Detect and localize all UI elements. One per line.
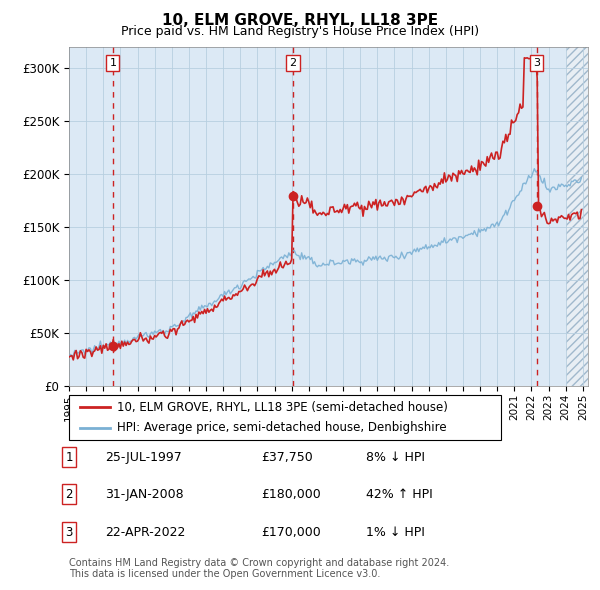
Text: 25-JUL-1997: 25-JUL-1997 [105, 451, 182, 464]
Text: 2: 2 [289, 58, 296, 68]
Text: 10, ELM GROVE, RHYL, LL18 3PE: 10, ELM GROVE, RHYL, LL18 3PE [162, 13, 438, 28]
Text: 31-JAN-2008: 31-JAN-2008 [105, 488, 184, 501]
Text: 22-APR-2022: 22-APR-2022 [105, 526, 185, 539]
Text: HPI: Average price, semi-detached house, Denbighshire: HPI: Average price, semi-detached house,… [116, 421, 446, 434]
Text: 3: 3 [533, 58, 540, 68]
Text: £180,000: £180,000 [261, 488, 321, 501]
Text: £37,750: £37,750 [261, 451, 313, 464]
Text: Contains HM Land Registry data © Crown copyright and database right 2024.: Contains HM Land Registry data © Crown c… [69, 558, 449, 568]
Bar [566, 47, 588, 386]
Text: 3: 3 [65, 526, 73, 539]
Text: 2: 2 [65, 488, 73, 501]
Text: £170,000: £170,000 [261, 526, 321, 539]
Text: Price paid vs. HM Land Registry's House Price Index (HPI): Price paid vs. HM Land Registry's House … [121, 25, 479, 38]
Text: 42% ↑ HPI: 42% ↑ HPI [366, 488, 433, 501]
Text: 1% ↓ HPI: 1% ↓ HPI [366, 526, 425, 539]
Text: 1: 1 [65, 451, 73, 464]
Bar [566, 47, 588, 386]
Text: This data is licensed under the Open Government Licence v3.0.: This data is licensed under the Open Gov… [69, 569, 380, 579]
Text: 10, ELM GROVE, RHYL, LL18 3PE (semi-detached house): 10, ELM GROVE, RHYL, LL18 3PE (semi-deta… [116, 401, 448, 414]
Text: 8% ↓ HPI: 8% ↓ HPI [366, 451, 425, 464]
Text: 1: 1 [109, 58, 116, 68]
